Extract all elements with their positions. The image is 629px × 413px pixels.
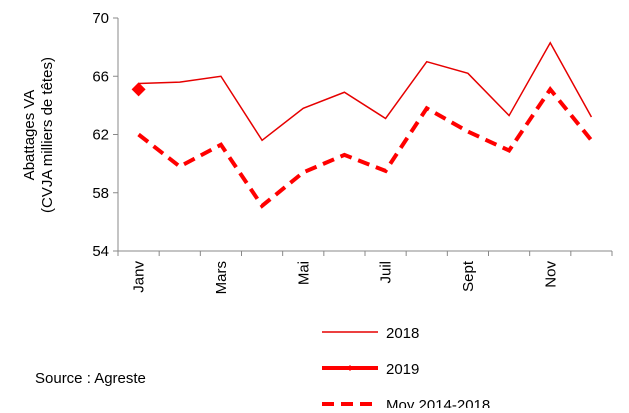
y-tick-label: 58	[92, 185, 109, 202]
y-tick-label: 54	[92, 243, 109, 260]
y-axis-label: (CVJA milliers de têtes)	[39, 57, 56, 213]
y-axis-label: Abattages VA	[21, 90, 38, 181]
legend-marker	[347, 365, 353, 371]
source: Source : Agreste	[35, 370, 146, 387]
legend-label: Moy 2014-2018	[386, 397, 490, 408]
x-tick-label: Mai	[295, 261, 312, 285]
series-line	[138, 41, 593, 142]
legend-label: 2018	[386, 325, 419, 342]
point	[131, 82, 146, 97]
y-tick-label: 66	[92, 68, 109, 85]
y-tick-label: 70	[92, 10, 109, 27]
x-tick-label: Sept	[460, 260, 477, 292]
x-tick-label: Nov	[542, 261, 559, 288]
series-line	[137, 85, 593, 209]
legend-label: 2019	[386, 361, 419, 378]
x-tick-label: Janv	[131, 261, 148, 293]
x-tick-label: Juil	[378, 261, 395, 284]
y-tick-label: 62	[92, 127, 109, 144]
x-tick-label: Mars	[213, 261, 230, 294]
